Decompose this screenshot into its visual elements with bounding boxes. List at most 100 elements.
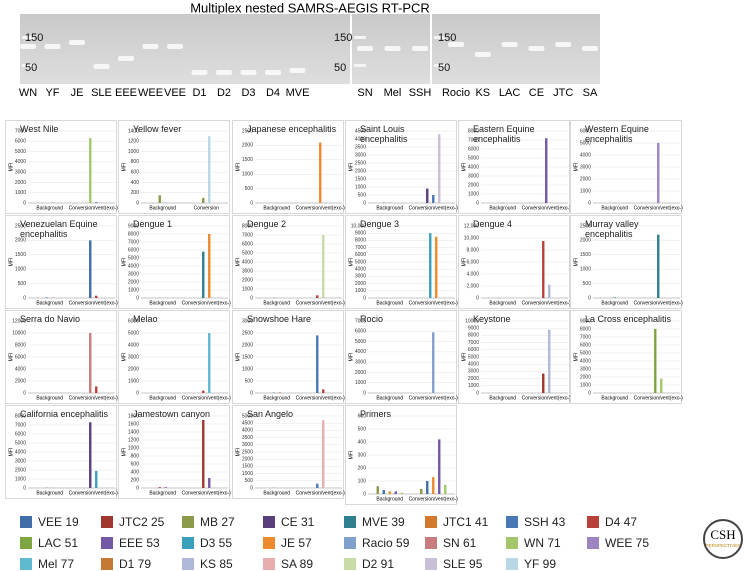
gel-band (501, 42, 518, 47)
legend-item: Mel 77 (20, 557, 74, 571)
bar (435, 236, 438, 298)
y-tick-label: 2000 (355, 168, 366, 174)
chart-title: Yellow fever (133, 124, 182, 134)
y-axis-label: MFI (121, 448, 127, 457)
x-tick-label: Conversion (194, 205, 220, 211)
legend-item: D4 47 (587, 515, 637, 529)
y-tick-label: 2000 (468, 182, 479, 188)
gel-band (289, 68, 306, 73)
y-axis-label: MFI (461, 163, 467, 172)
x-tick-label: Conversion/vent(exo-) (69, 300, 118, 306)
y-tick-label: 0 (588, 295, 591, 301)
lane-label: D3 (241, 87, 255, 99)
y-tick-label: 8000 (468, 333, 479, 339)
x-tick-label: Conversion/vent(exo-) (409, 205, 458, 211)
chart-title: West Nile (20, 124, 59, 134)
gel-band (474, 52, 491, 57)
x-tick-label: Background (489, 300, 516, 306)
y-tick-label: 0 (588, 390, 591, 396)
bar (548, 329, 551, 393)
y-tick-label: 12000 (12, 318, 26, 324)
y-tick-label: 1200 (128, 139, 139, 145)
legend-item: JTC2 25 (101, 515, 164, 529)
legend-item: D2 91 (344, 557, 394, 571)
legend-swatch (344, 558, 356, 570)
y-tick-label: 500 (245, 378, 254, 384)
bar (322, 420, 325, 488)
y-axis-label: MFI (8, 448, 14, 457)
x-tick-label: Background (601, 205, 628, 211)
y-tick-label: 400 (131, 180, 140, 186)
y-tick-label: 500 (18, 281, 27, 287)
x-tick-label: Conversion/vent(exo-) (182, 490, 231, 496)
legend-label: Mel 77 (38, 557, 75, 571)
legend-swatch (101, 537, 113, 549)
marker-label: 150 (438, 32, 456, 44)
y-tick-label: 1000 (15, 190, 26, 196)
lane-label: JE (71, 87, 84, 99)
y-tick-label: 6000 (242, 241, 253, 247)
y-tick-label: 2000 (15, 467, 26, 473)
x-tick-label: Background (376, 205, 403, 211)
ladder-band (22, 36, 34, 39)
chart: MFI 0 1000 2000 3000 4000 5000 6000 7000 8000 9000… (121, 223, 231, 306)
legend-label: Racio 59 (362, 536, 410, 550)
y-tick-label: 0 (136, 390, 139, 396)
x-tick-label: Background (149, 300, 176, 306)
y-tick-label: 0 (363, 200, 366, 206)
bar (426, 481, 429, 494)
y-tick-label: 0 (136, 200, 139, 206)
y-axis-label: MFI (121, 163, 127, 172)
legend-item: D1 79 (101, 557, 151, 571)
y-tick-label: 3000 (580, 164, 591, 170)
legend-swatch (425, 537, 437, 549)
y-tick-label: 200 (358, 465, 367, 471)
y-tick-label: 9000 (580, 318, 591, 324)
marker-label: 150 (334, 32, 352, 44)
y-tick-label: 5000 (468, 354, 479, 360)
lane-label: MVE (286, 87, 310, 99)
bar (542, 241, 545, 298)
y-tick-label: 3000 (128, 354, 139, 360)
y-tick-label: 1000 (128, 287, 139, 293)
x-tick-label: Conversion/vent(exo-) (409, 300, 458, 306)
legend-label: LAC 51 (38, 536, 79, 550)
x-tick-label: Background (376, 395, 403, 401)
bar (202, 420, 205, 488)
y-tick-label: 500 (245, 478, 254, 484)
y-tick-label: 2000 (580, 176, 591, 182)
bar (319, 142, 322, 203)
lane-label: LAC (499, 87, 520, 99)
y-tick-label: 7000 (468, 137, 479, 143)
chart-panel: MFI 0 500 1000 1500 2000 2500 3000 3500 4000 4500 5… (232, 405, 345, 499)
chart-title: San Angelo (247, 409, 294, 419)
y-tick-label: 3500 (355, 144, 366, 150)
chart-title: Dengue 3 (360, 219, 400, 229)
legend-swatch (263, 537, 275, 549)
y-tick-label: 2000 (128, 279, 139, 285)
gel-band (118, 56, 134, 61)
gel-band (448, 42, 464, 47)
y-axis-label: MFI (235, 258, 241, 267)
lane-label: WEE (138, 87, 163, 99)
y-tick-label: 200 (131, 477, 140, 483)
legend-item: SA 89 (263, 557, 313, 571)
chart-title: Jamestown canyon (133, 409, 211, 419)
bar (316, 483, 319, 488)
x-tick-label: Conversion/vent(exo-) (296, 490, 345, 496)
chart-panel: MFI 0 1000 2000 3000 4000 5000 6000 7000 8000 Back… (458, 120, 571, 214)
y-tick-label: 0 (588, 200, 591, 206)
chart-title: Venezuelan Equine encephalitis (20, 219, 98, 239)
y-tick-label: 1500 (242, 464, 253, 470)
y-tick-label: 6000 (580, 342, 591, 348)
x-tick-label: Background (263, 300, 290, 306)
y-tick-label: 2500 (580, 223, 591, 229)
y-tick-label: 10000 (12, 330, 26, 336)
y-tick-label: 10,000 (351, 223, 367, 229)
legend-label: WEE 75 (605, 536, 650, 550)
x-tick-label: Background (36, 205, 63, 211)
y-tick-label: 6000 (468, 146, 479, 152)
lane-label: Rocio (442, 87, 470, 99)
chart-panel: MFI 0 1000 2000 3000 4000 5000 6000 7000 8000 Back… (5, 405, 118, 499)
y-tick-label: 8000 (355, 238, 366, 244)
